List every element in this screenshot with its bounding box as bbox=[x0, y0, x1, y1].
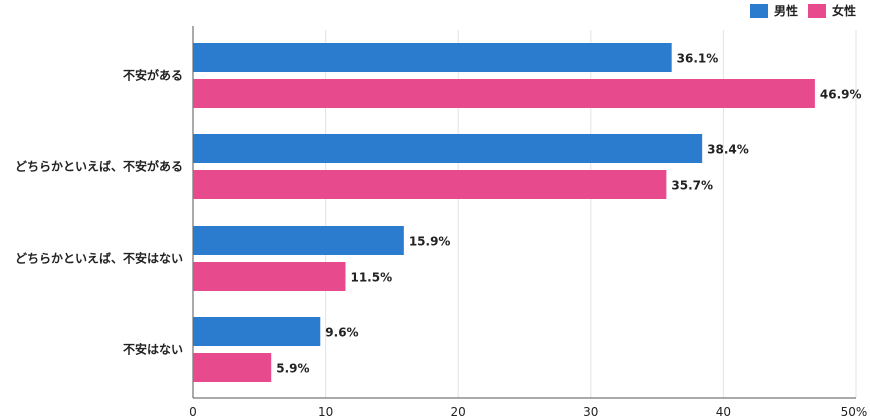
data-label: 5.9% bbox=[276, 362, 309, 376]
x-tick-label: 30 bbox=[583, 405, 598, 419]
data-label: 15.9% bbox=[409, 235, 451, 249]
legend-item-female: 女性 bbox=[807, 2, 856, 19]
category-label: どちらかといえば、不安はない bbox=[15, 251, 183, 266]
x-tick-label: 40 bbox=[716, 405, 731, 419]
bar bbox=[193, 43, 672, 72]
legend-item-male: 男性 bbox=[749, 2, 798, 19]
bar bbox=[193, 170, 667, 199]
data-label: 46.9% bbox=[820, 88, 862, 102]
bar bbox=[193, 79, 815, 108]
x-tick-label: 20 bbox=[451, 405, 466, 419]
category-label: 不安はない bbox=[123, 342, 183, 357]
data-label: 9.6% bbox=[325, 326, 358, 340]
x-tick-label: 0 bbox=[189, 405, 197, 419]
legend: 男性 女性 bbox=[749, 2, 856, 19]
x-tick-label: 10 bbox=[318, 405, 333, 419]
x-tick-label: 50% bbox=[841, 405, 868, 419]
bar bbox=[193, 262, 346, 291]
bar bbox=[193, 134, 703, 163]
bar bbox=[193, 317, 321, 346]
legend-label-female: 女性 bbox=[831, 4, 856, 18]
legend-swatch-female bbox=[807, 3, 826, 18]
category-label: どちらかといえば、不安がある bbox=[15, 159, 183, 174]
legend-label-male: 男性 bbox=[773, 4, 798, 18]
data-label: 11.5% bbox=[350, 271, 392, 285]
data-label: 35.7% bbox=[671, 179, 713, 193]
category-label: 不安がある bbox=[123, 68, 183, 83]
legend-swatch-male bbox=[749, 3, 768, 18]
bar bbox=[193, 226, 404, 255]
data-label: 38.4% bbox=[707, 143, 749, 157]
bar bbox=[193, 353, 272, 382]
data-label: 36.1% bbox=[677, 52, 719, 66]
